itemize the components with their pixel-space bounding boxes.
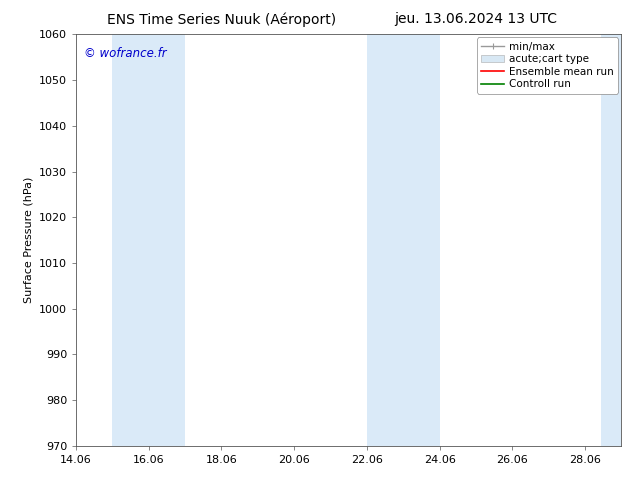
Bar	[601, 34, 621, 446]
Bar	[367, 34, 439, 446]
Bar	[112, 34, 185, 446]
Text: © wofrance.fr: © wofrance.fr	[84, 47, 167, 60]
Legend: min/max, acute;cart type, Ensemble mean run, Controll run: min/max, acute;cart type, Ensemble mean …	[477, 37, 618, 94]
Y-axis label: Surface Pressure (hPa): Surface Pressure (hPa)	[23, 177, 34, 303]
Text: ENS Time Series Nuuk (Aéroport): ENS Time Series Nuuk (Aéroport)	[107, 12, 337, 27]
Text: jeu. 13.06.2024 13 UTC: jeu. 13.06.2024 13 UTC	[394, 12, 557, 26]
